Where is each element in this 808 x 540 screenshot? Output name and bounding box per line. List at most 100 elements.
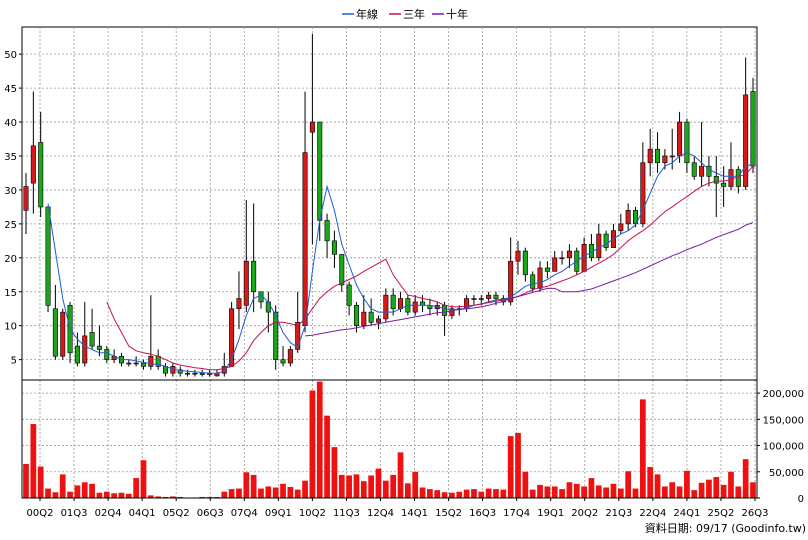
price-ytick-label: 40 <box>4 118 17 129</box>
volume-bar <box>89 483 95 498</box>
volume-y-axis: 0 50,000 100,000 150,000 200,000 <box>757 389 804 505</box>
candle-body <box>530 274 536 289</box>
volume-bar <box>522 471 529 498</box>
volume-bar <box>338 474 345 498</box>
candlestick <box>721 166 727 207</box>
x-tick-label: 00Q2 <box>27 508 54 519</box>
candlestick <box>302 91 308 333</box>
candlestick <box>603 230 609 252</box>
candle-body <box>251 260 257 293</box>
volume-panel: 0 50,000 100,000 150,000 200,000 <box>21 379 804 505</box>
price-ytick-label: 30 <box>4 186 17 197</box>
x-tick-label: 05Q2 <box>163 508 190 519</box>
volume-bar <box>507 436 514 498</box>
x-tick-label: 10Q2 <box>299 508 326 519</box>
candlestick <box>52 284 58 360</box>
x-tick-label: 20Q2 <box>571 508 598 519</box>
candle-body <box>398 298 404 310</box>
volume-bar <box>434 490 441 498</box>
volume-bar <box>390 474 397 498</box>
x-tick-label: 07Q4 <box>231 508 258 519</box>
volume-bar <box>324 415 330 498</box>
volume-bar <box>59 474 66 498</box>
volume-bar <box>669 482 676 498</box>
x-tick-label: 09Q1 <box>265 508 292 519</box>
candle-body <box>552 257 558 272</box>
candle-body <box>566 250 572 259</box>
legend: 年線 三年 十年 <box>342 7 468 21</box>
x-tick-label: 26Q3 <box>742 508 769 519</box>
candle-body <box>522 250 528 276</box>
candlestick <box>750 77 756 173</box>
volume-bar <box>37 466 44 498</box>
candle-body <box>23 186 29 211</box>
candle-body <box>713 176 719 184</box>
candle-body <box>52 308 58 357</box>
volume-bar <box>280 483 286 498</box>
candlestick <box>126 359 132 367</box>
volume-bar <box>368 475 375 498</box>
candle-body <box>353 305 359 326</box>
volume-bar <box>272 487 279 498</box>
volume-bar <box>750 482 756 498</box>
volume-bar <box>397 452 404 498</box>
volume-bar <box>610 483 617 498</box>
candlestick <box>559 251 565 265</box>
volume-bar <box>500 489 507 498</box>
volume-ytick-label: 200,000 <box>763 389 804 400</box>
volume-bar <box>375 468 382 498</box>
candlestick <box>361 295 367 330</box>
volume-bar <box>147 495 154 498</box>
volume-bar <box>309 390 316 498</box>
candle-body <box>229 308 235 367</box>
candlestick <box>155 349 161 370</box>
candle-body <box>361 311 367 326</box>
price-y-axis: 5 10 15 20 25 30 35 40 45 50 <box>4 50 22 367</box>
candlestick <box>596 223 602 262</box>
candlestick <box>655 132 661 173</box>
candlestick <box>148 295 154 370</box>
ma-line-year <box>47 152 754 374</box>
candle-body <box>669 155 675 158</box>
candle-body <box>133 362 139 365</box>
volume-bar <box>331 447 338 498</box>
volume-bar <box>404 483 411 498</box>
volume-bar <box>214 496 220 498</box>
candlestick <box>163 363 169 377</box>
candle-body <box>691 162 697 177</box>
volume-bar <box>111 493 117 498</box>
candlestick <box>566 244 572 268</box>
candlestick <box>449 305 455 319</box>
volume-bar <box>471 489 477 498</box>
candlestick <box>552 251 558 272</box>
volume-bar <box>206 496 213 498</box>
candle-body <box>140 362 146 367</box>
price-ytick-label: 5 <box>11 356 17 367</box>
x-tick-label: 12Q4 <box>367 508 394 519</box>
volume-bar <box>625 471 632 498</box>
candlestick <box>243 200 249 313</box>
volume-bar <box>228 489 235 498</box>
candle-body <box>236 298 242 310</box>
volume-bar <box>720 484 727 498</box>
candlestick <box>471 295 477 306</box>
x-tick-label: 19Q1 <box>537 508 564 519</box>
candlestick <box>537 261 543 292</box>
candle-body <box>647 148 653 164</box>
candlestick <box>390 288 396 316</box>
volume-bar <box>449 492 455 498</box>
volume-bar <box>177 496 184 498</box>
candle-body <box>346 284 352 306</box>
candle-body <box>412 301 418 313</box>
candlestick <box>23 172 29 235</box>
candle-body <box>331 240 337 255</box>
volume-bar <box>478 491 485 498</box>
volume-bar <box>639 399 646 498</box>
candlestick <box>324 213 330 258</box>
candlestick <box>104 346 110 364</box>
x-tick-label: 16Q3 <box>469 508 496 519</box>
volume-bar <box>236 488 242 498</box>
candle-body <box>104 349 110 360</box>
legend-item-year-line: 年線 <box>342 7 378 21</box>
